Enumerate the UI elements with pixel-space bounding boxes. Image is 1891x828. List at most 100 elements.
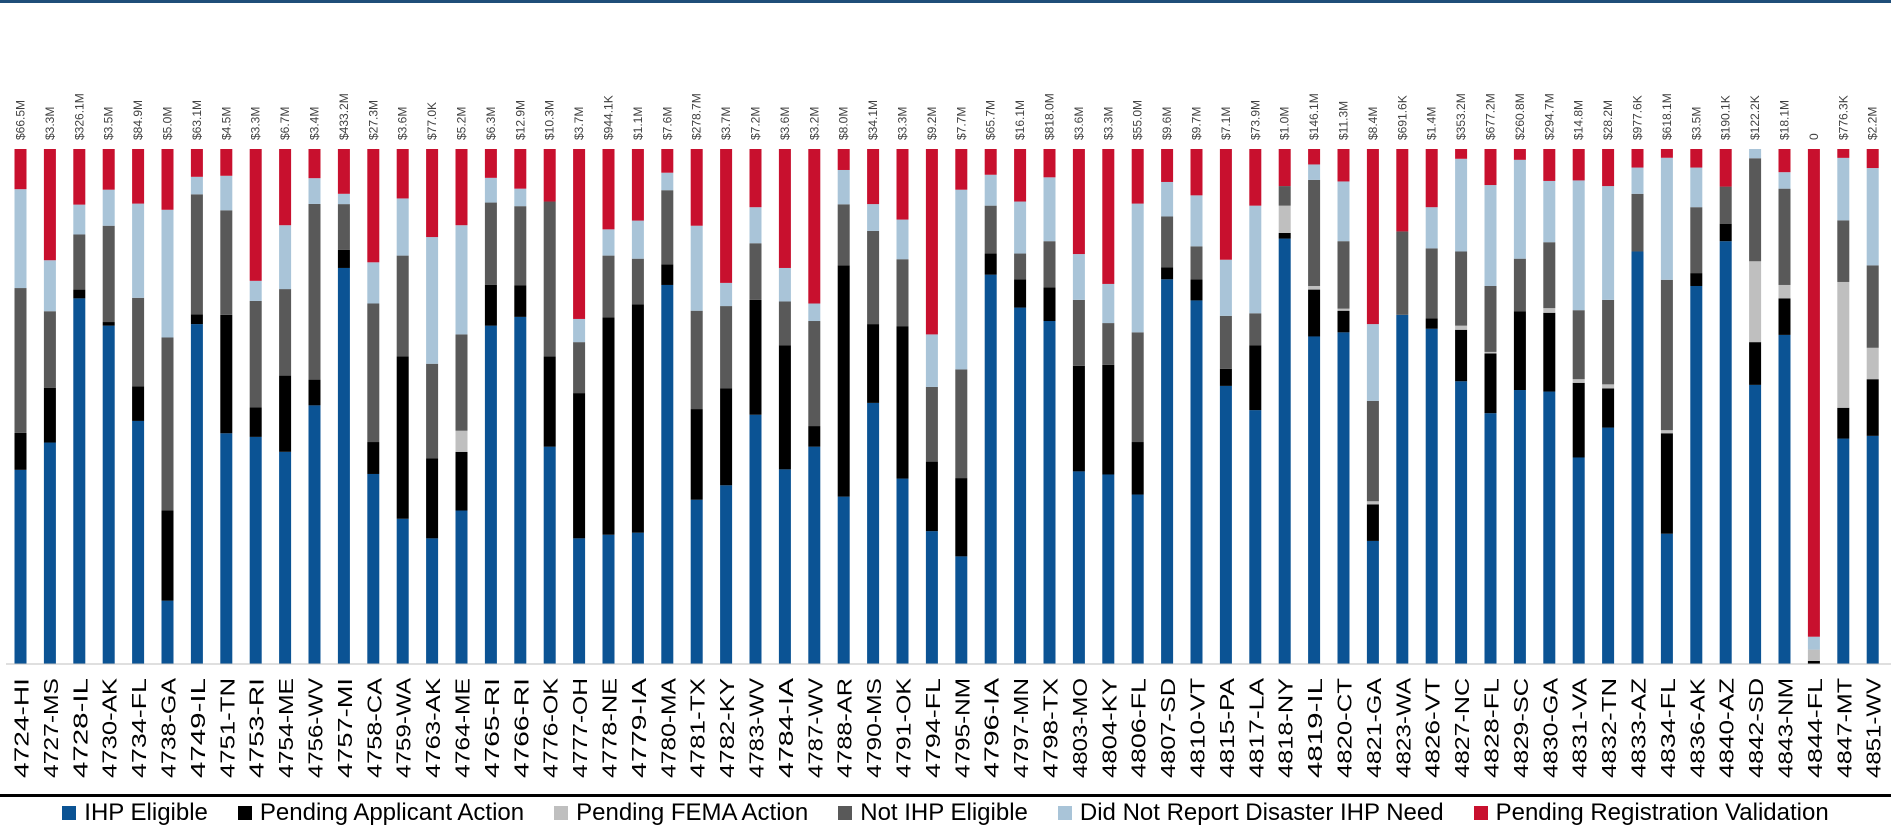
bar-segment-4844-fl-s4 xyxy=(1807,636,1820,650)
total-label: $6.7M xyxy=(278,107,292,140)
legend-item-2: Pending FEMA Action xyxy=(554,799,808,827)
bar-segment-4791-ok-s5 xyxy=(896,149,909,220)
bar-segment-4851-wv-s2 xyxy=(1866,347,1879,380)
bar-segment-4819-il-s1 xyxy=(1308,289,1321,337)
total-label: $3.6M xyxy=(778,107,792,140)
bar-segment-4788-ar-s5 xyxy=(837,149,850,170)
bar-segment-4829-sc-s5 xyxy=(1513,149,1526,160)
bar-segment-4807-sd-s0 xyxy=(1161,279,1174,664)
bar-segment-4828-fl-s5 xyxy=(1484,149,1497,186)
category-label: 4751-TN xyxy=(217,678,239,778)
total-label: $73.9M xyxy=(1248,100,1262,140)
category-label: 4815-PA xyxy=(1217,677,1239,778)
bar-segment-4795-nm-s1 xyxy=(955,478,968,557)
bar-segment-4757-mi-s0 xyxy=(337,267,350,664)
total-label: $977.6K xyxy=(1631,95,1645,140)
bar-segment-4834-fl-s3 xyxy=(1660,279,1673,431)
bar-segment-4724-hi-s1 xyxy=(14,432,27,470)
bar-segment-4810-vt-s5 xyxy=(1190,149,1203,196)
bar-segment-4779-ia-s4 xyxy=(631,220,644,259)
bar-segment-4826-vt-s4 xyxy=(1425,207,1438,249)
legend-border xyxy=(0,794,1891,797)
bar-segment-4782-ky-s5 xyxy=(720,149,733,283)
bar-segment-4803-mo-s0 xyxy=(1072,471,1085,664)
total-label: $7.7M xyxy=(954,107,968,140)
category-label: 4807-SD xyxy=(1158,678,1180,778)
total-label: $18.1M xyxy=(1778,100,1792,140)
bar-segment-4734-fl-s0 xyxy=(132,420,145,664)
bar-segment-4754-me-s3 xyxy=(279,289,292,376)
bar-segment-4844-fl-s2 xyxy=(1807,649,1820,661)
category-label: 4788-AR xyxy=(835,678,857,778)
category-label: 4797-MN xyxy=(1011,678,1033,778)
bar-segment-4766-ri-s1 xyxy=(514,285,527,317)
bar-segment-4794-fl-s3 xyxy=(925,386,938,462)
bar-segment-4765-ri-s3 xyxy=(484,202,497,285)
bar-segment-4803-mo-s5 xyxy=(1072,149,1085,255)
total-label: $77.0K xyxy=(425,102,439,140)
bar-segment-4780-ma-s0 xyxy=(661,284,674,664)
bar-segment-4781-tx-s4 xyxy=(690,225,703,311)
bar-segment-4828-fl-s1 xyxy=(1484,353,1497,414)
bar-segment-4765-ri-s0 xyxy=(484,325,497,664)
bar-segment-4826-vt-s3 xyxy=(1425,248,1438,319)
legend-swatch xyxy=(554,805,569,820)
bar-segment-4819-il-s2 xyxy=(1308,285,1321,290)
category-label: 4798-TX xyxy=(1041,678,1063,778)
bar-segment-4804-ky-s1 xyxy=(1102,364,1115,475)
bar-segment-4847-mt-s5 xyxy=(1837,149,1850,158)
bar-segment-4820-ct-s5 xyxy=(1337,149,1350,182)
bar-segment-4794-fl-s1 xyxy=(925,461,938,532)
total-label: $3.4M xyxy=(308,107,322,140)
category-label: 4794-FL xyxy=(923,678,945,778)
total-label: $353.2M xyxy=(1454,93,1468,140)
total-label: $691.6K xyxy=(1395,95,1409,140)
bar-segment-4780-ma-s3 xyxy=(661,190,674,265)
bar-segment-4804-ky-s4 xyxy=(1102,283,1115,324)
bar-segment-4815-pa-s4 xyxy=(1219,259,1232,316)
bar-segment-4791-ok-s3 xyxy=(896,259,909,327)
category-label: 4749-IL xyxy=(188,678,210,778)
total-label: $34.1M xyxy=(866,100,880,140)
bar-segment-4794-fl-s5 xyxy=(925,149,938,335)
bar-segment-4843-nm-s5 xyxy=(1778,149,1791,173)
bar-segment-4832-tn-s2 xyxy=(1602,384,1615,389)
bar-segment-4734-fl-s4 xyxy=(132,203,145,298)
total-labels-layer: $66.5M $3.3M $326.1M $3.5M $84.9M $5.0M $63.1M… xyxy=(14,93,1880,140)
total-label: $65.7M xyxy=(984,100,998,140)
category-label: 4851-WV xyxy=(1864,677,1886,778)
bar-segment-4754-me-s4 xyxy=(279,225,292,290)
bar-segment-4843-nm-s4 xyxy=(1778,172,1791,189)
bar-segment-4818-ny-s1 xyxy=(1278,232,1291,239)
category-label: 4780-MA xyxy=(658,677,680,778)
total-label: $146.1M xyxy=(1307,93,1321,140)
bar-segment-4797-mn-s3 xyxy=(1014,253,1027,280)
category-label: 4783-WV xyxy=(747,677,769,778)
bar-segment-4783-wv-s3 xyxy=(749,243,762,300)
legend-swatch xyxy=(237,805,252,820)
bar-segment-4798-tx-s3 xyxy=(1043,241,1056,288)
bar-segment-4727-ms-s1 xyxy=(43,387,56,443)
bar-segment-4828-fl-s4 xyxy=(1484,185,1497,286)
bar-segment-4829-sc-s0 xyxy=(1513,390,1526,664)
bar-segment-4763-ak-s1 xyxy=(426,458,439,539)
legend-item-1: Pending Applicant Action xyxy=(237,799,524,827)
bar-segment-4779-ia-s3 xyxy=(631,258,644,305)
bar-segment-4842-sd-s3 xyxy=(1749,158,1762,262)
bar-segment-4751-tn-s4 xyxy=(220,175,233,211)
bar-segment-4797-mn-s0 xyxy=(1014,307,1027,664)
bar-segment-4724-hi-s0 xyxy=(14,469,27,665)
bar-segment-4833-az-s5 xyxy=(1631,149,1644,168)
bar-segment-4765-ri-s1 xyxy=(484,284,497,326)
category-label: 4779-IA xyxy=(629,677,651,778)
bar-segment-4763-ak-s4 xyxy=(426,237,439,364)
total-label: $55.0M xyxy=(1131,100,1145,140)
bar-segment-4828-fl-s0 xyxy=(1484,413,1497,664)
bar-segment-4847-mt-s2 xyxy=(1837,281,1850,408)
bar-segment-4796-ia-s3 xyxy=(984,205,997,254)
bar-segment-4806-fl-s0 xyxy=(1131,494,1144,664)
category-label: 4827-NC xyxy=(1452,678,1474,778)
bar-segment-4843-nm-s1 xyxy=(1778,298,1791,335)
category-label: 4796-IA xyxy=(982,677,1004,778)
bar-segment-4790-ms-s1 xyxy=(867,324,880,403)
